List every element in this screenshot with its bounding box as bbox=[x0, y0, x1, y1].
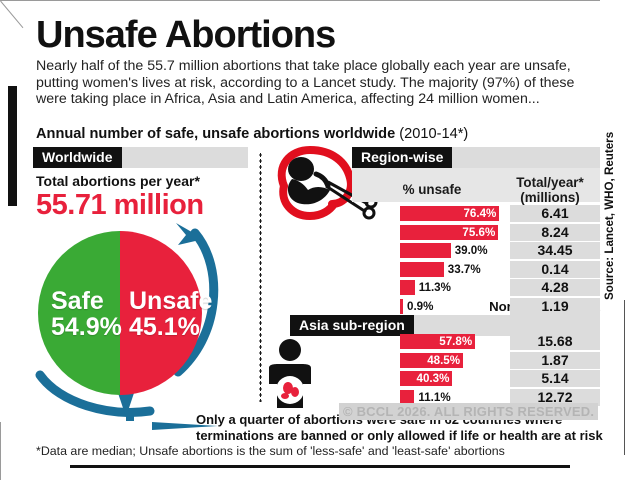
accent-bar bbox=[8, 86, 17, 206]
bar-fill bbox=[400, 371, 453, 386]
pregnant-woman-icon bbox=[269, 339, 311, 408]
column-header-total-sub: (millions) bbox=[520, 190, 580, 205]
bar-cell: 40.3% bbox=[400, 370, 504, 387]
table-row: Latin America76.4%6.41 bbox=[278, 205, 600, 222]
banner-worldwide: Worldwide bbox=[33, 147, 248, 168]
column-header-total-year: Total/year* (millions) bbox=[500, 175, 600, 205]
lede-paragraph: Nearly half of the 55.7 million abortion… bbox=[36, 58, 575, 108]
column-header-total-main: Total/year* bbox=[516, 175, 584, 190]
pie-slice-unsafe bbox=[120, 231, 202, 395]
pie-label-safe: Safe 54.9% bbox=[51, 288, 122, 340]
pie-label-unsafe-name: Unsafe bbox=[129, 287, 213, 315]
bar-cell: 75.6% bbox=[400, 224, 504, 241]
footnote-star: *Data are median; Unsafe abortions is th… bbox=[36, 444, 505, 458]
table-row: Asia39.0%34.45 bbox=[278, 242, 600, 259]
total-per-year-cell: 0.14 bbox=[510, 260, 600, 278]
banner-region-wise: Region-wise bbox=[352, 147, 600, 168]
bar-fill bbox=[400, 224, 499, 240]
table-row: Europe11.3%4.28 bbox=[278, 279, 600, 296]
bar-fill bbox=[400, 389, 415, 405]
bar-value-label: 40.3% bbox=[416, 372, 450, 385]
section-title-text: Annual number of safe, unsafe abortions … bbox=[36, 126, 396, 142]
bottom-rule bbox=[70, 465, 570, 468]
bar-fill bbox=[400, 206, 500, 221]
table-row: South-central57.8%15.68 bbox=[278, 333, 600, 350]
pie-label-safe-value: 54.9% bbox=[51, 313, 122, 341]
total-per-year-cell: 6.41 bbox=[510, 205, 600, 222]
bar-value-label: 39.0% bbox=[454, 244, 488, 257]
frame-left-border bbox=[0, 36, 1, 422]
bar-fill bbox=[400, 334, 476, 349]
bar-cell: 11.1% bbox=[400, 389, 504, 406]
pie-chart-svg bbox=[38, 231, 202, 395]
pie-label-safe-name: Safe bbox=[51, 287, 104, 315]
banner-region-label: Region-wise bbox=[352, 147, 453, 168]
table-row: Africa75.6%8.24 bbox=[278, 223, 600, 241]
table-row: South-eastern40.3%5.14 bbox=[278, 370, 600, 387]
banner-asia-label: Asia sub-region bbox=[290, 315, 414, 336]
total-per-year-cell: 5.14 bbox=[510, 370, 600, 387]
pie-label-unsafe: Unsafe 45.1% bbox=[129, 288, 212, 340]
bar-cell: 0.9% bbox=[400, 298, 504, 315]
total-abortions-label: Total abortions per year* bbox=[36, 173, 200, 189]
pie-slice-safe bbox=[38, 231, 120, 395]
bar-fill bbox=[400, 261, 444, 277]
table-row: Eastern11.1%12.72 bbox=[278, 388, 600, 406]
total-per-year-cell: 1.87 bbox=[510, 351, 600, 369]
bar-value-label: 0.9% bbox=[407, 299, 434, 313]
column-header-pct-unsafe: % unsafe bbox=[402, 182, 462, 197]
total-per-year-cell: 4.28 bbox=[510, 279, 600, 296]
bar-cell: 57.8% bbox=[400, 333, 504, 350]
total-per-year-cell: 12.72 bbox=[510, 388, 600, 406]
bar-value-label: 57.8% bbox=[439, 335, 473, 348]
bar-cell: 76.4% bbox=[400, 205, 504, 222]
bar-fill bbox=[400, 298, 403, 314]
bar-value-label: 11.1% bbox=[418, 390, 451, 404]
bar-value-label: 11.3% bbox=[418, 281, 451, 294]
table-row: Northern America0.9%1.19 bbox=[278, 297, 600, 315]
region-header-strip bbox=[352, 168, 600, 202]
bar-fill bbox=[400, 243, 451, 258]
vertical-dotted-divider bbox=[259, 152, 262, 402]
bar-value-label: 33.7% bbox=[447, 262, 481, 276]
section-title: Annual number of safe, unsafe abortions … bbox=[36, 126, 468, 142]
bar-value-label: 75.6% bbox=[462, 225, 496, 239]
frame-corner-cut bbox=[0, 0, 24, 29]
bar-cell: 39.0% bbox=[400, 242, 504, 259]
banner-asia-subregion: Asia sub-region bbox=[290, 315, 600, 336]
bar-value-label: 48.5% bbox=[427, 353, 461, 367]
frame-top-border bbox=[0, 0, 600, 1]
table-row: Western48.5%1.87 bbox=[278, 351, 600, 369]
pie-label-unsafe-value: 45.1% bbox=[129, 313, 200, 341]
watermark: © BCCL 2026. ALL RIGHTS RESERVED. bbox=[339, 403, 599, 420]
total-per-year-cell: 8.24 bbox=[510, 223, 600, 241]
pie-chart-worldwide: Safe 54.9% Unsafe 45.1% bbox=[25, 228, 215, 398]
page-title: Unsafe Abortions bbox=[36, 14, 336, 56]
source-credit: Source: Lancet, WHO, Reuters bbox=[603, 131, 616, 300]
total-per-year-cell: 1.19 bbox=[510, 297, 600, 315]
frame-right-border bbox=[0, 422, 1, 480]
source-rule bbox=[624, 300, 625, 455]
total-abortions-value: 55.71 million bbox=[36, 189, 204, 221]
bar-value-label: 76.4% bbox=[463, 207, 497, 220]
section-title-year: (2010-14*) bbox=[399, 126, 469, 142]
banner-worldwide-label: Worldwide bbox=[33, 147, 122, 168]
table-row: Oceania33.7%0.14 bbox=[278, 260, 600, 278]
bar-fill bbox=[400, 352, 464, 368]
total-per-year-cell: 15.68 bbox=[510, 333, 600, 350]
bar-cell: 33.7% bbox=[400, 261, 504, 278]
bar-cell: 11.3% bbox=[400, 279, 504, 296]
total-per-year-cell: 34.45 bbox=[510, 242, 600, 259]
bar-cell: 48.5% bbox=[400, 352, 504, 369]
bar-fill bbox=[400, 280, 415, 295]
